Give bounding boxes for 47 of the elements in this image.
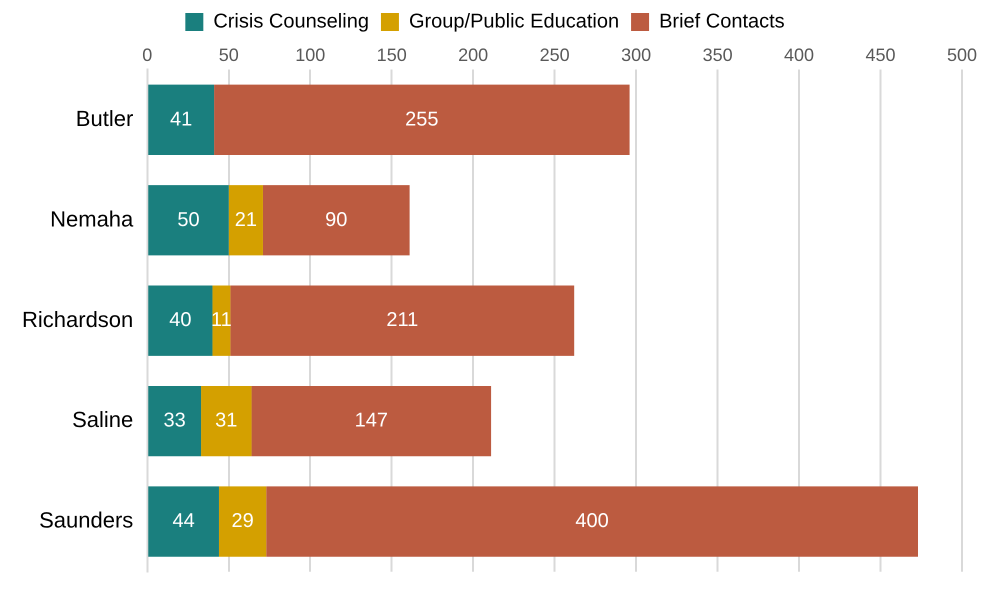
bar	[148, 84, 214, 155]
legend-label: Group/Public Education	[408, 10, 620, 33]
bar	[252, 386, 492, 456]
x-tick-label: 0	[142, 44, 152, 65]
y-tick-label: Butler	[76, 106, 134, 131]
bar	[218, 486, 266, 557]
data-label: 29	[231, 510, 254, 532]
x-tick-label: 100	[295, 44, 326, 65]
x-tick-label: 400	[784, 44, 814, 65]
data-label: 50	[177, 208, 200, 231]
data-label: 21	[234, 208, 257, 231]
bar	[212, 286, 230, 356]
x-tick-label: 50	[218, 44, 239, 65]
x-tick-label: 150	[376, 44, 407, 65]
bar	[148, 386, 202, 456]
bar	[148, 486, 219, 557]
data-label: 400	[575, 510, 609, 532]
bar	[214, 84, 630, 155]
legend-label: Brief Contacts	[659, 10, 785, 33]
bar	[201, 386, 252, 456]
x-tick-label: 350	[702, 44, 733, 65]
data-label: 255	[405, 108, 439, 130]
x-tick-label: 250	[540, 44, 570, 65]
data-label: 44	[172, 510, 195, 532]
legend-label: Crisis Counseling	[213, 10, 369, 33]
y-tick-label: Saunders	[39, 508, 134, 533]
bar	[266, 486, 918, 557]
data-label: 11	[211, 309, 232, 332]
bar	[148, 286, 212, 356]
x-tick-label: 300	[621, 44, 652, 65]
bar	[262, 185, 410, 256]
data-label: 147	[354, 410, 388, 432]
data-label: 211	[386, 309, 418, 332]
data-label: 41	[170, 108, 192, 130]
y-tick-label: Richardson	[22, 306, 134, 332]
y-tick-label: Nemaha	[50, 206, 134, 232]
y-tick-label: Saline	[72, 407, 134, 432]
x-tick-label: 450	[866, 44, 896, 65]
data-label: 31	[215, 410, 238, 432]
bar	[148, 185, 229, 256]
bar	[228, 185, 263, 256]
bar	[230, 286, 574, 356]
x-tick-label: 500	[946, 44, 978, 65]
data-label: 40	[169, 309, 192, 332]
data-label: 33	[164, 410, 186, 432]
data-label: 90	[325, 208, 348, 231]
x-tick-label: 200	[458, 44, 488, 65]
